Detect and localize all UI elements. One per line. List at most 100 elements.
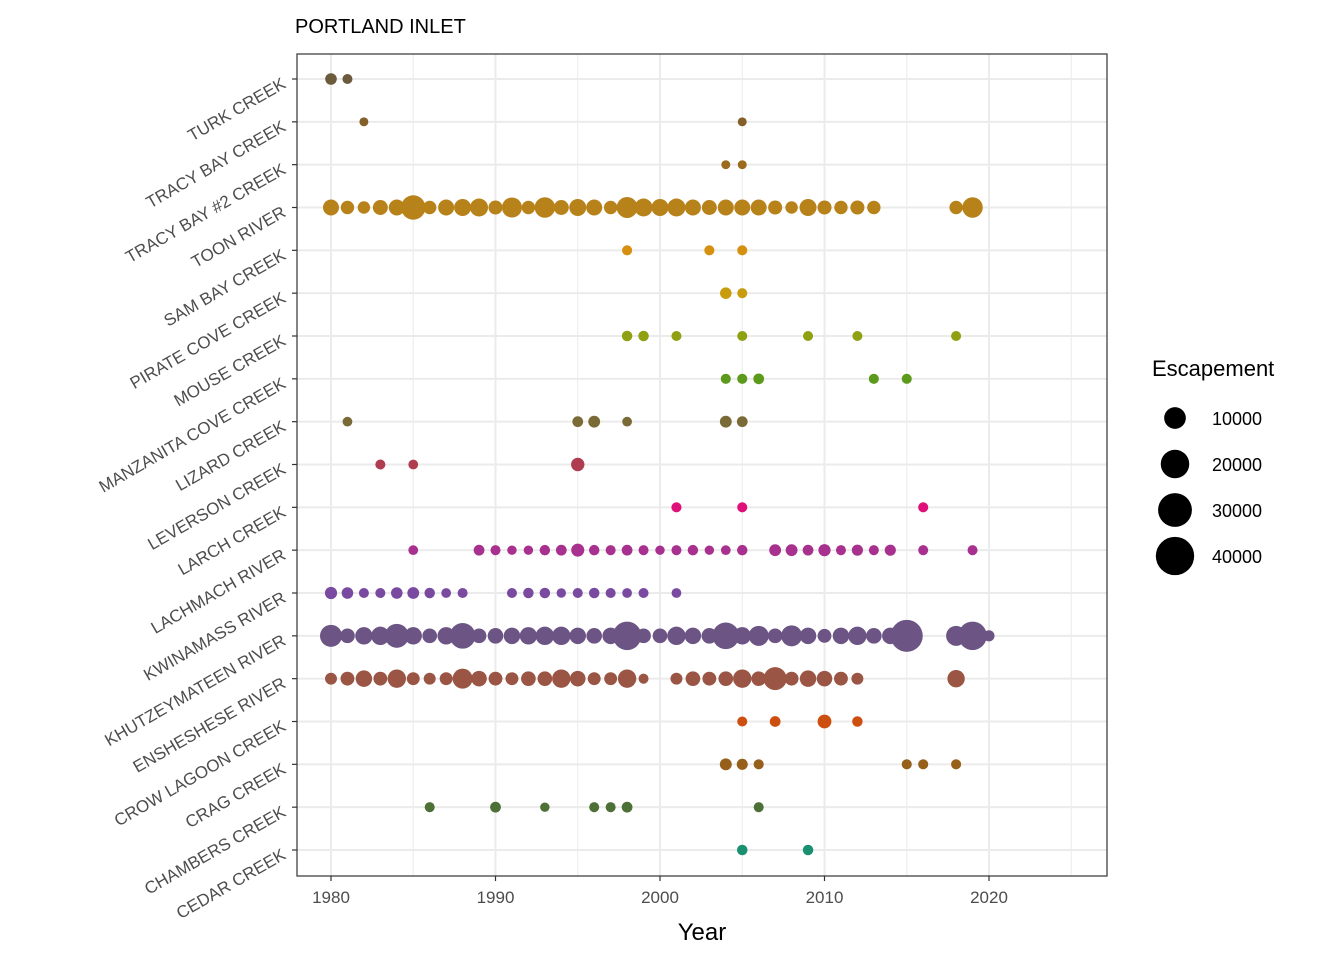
data-point [951, 759, 962, 770]
data-point [750, 199, 767, 216]
data-point [671, 545, 682, 556]
data-point [422, 628, 438, 644]
data-point [687, 544, 699, 556]
data-point [449, 622, 476, 649]
data-point [803, 330, 814, 342]
data-point [763, 667, 787, 691]
series-lizard-creek [342, 415, 748, 428]
data-point [490, 801, 501, 813]
data-point [634, 198, 653, 217]
x-axis: 1980 1990 2000 2010 2020 [312, 876, 1008, 907]
data-point [441, 588, 452, 598]
data-point [372, 200, 388, 215]
data-point [638, 673, 649, 684]
data-point [319, 624, 343, 647]
data-point [850, 200, 865, 215]
x-tick-label: 2010 [806, 888, 844, 907]
data-point [572, 416, 584, 428]
data-point [767, 628, 783, 644]
data-point [471, 628, 487, 644]
data-point [612, 621, 642, 651]
data-point [340, 628, 355, 644]
data-point [737, 716, 748, 727]
data-point [341, 587, 354, 599]
data-point [617, 669, 637, 688]
series-pirate-cove-creek [720, 287, 748, 299]
data-point [951, 330, 962, 342]
data-point [834, 200, 848, 215]
data-point [737, 330, 748, 342]
data-point [375, 459, 386, 470]
data-point [424, 802, 435, 813]
data-point [470, 198, 489, 217]
series-kwinamass-river [324, 586, 682, 600]
data-point [534, 197, 556, 218]
data-point [391, 587, 403, 599]
data-point [452, 668, 473, 689]
data-point [901, 759, 912, 770]
data-point [868, 373, 879, 384]
data-point [652, 628, 668, 644]
data-point [552, 669, 571, 688]
data-point [359, 117, 369, 127]
data-point [503, 627, 521, 645]
series-khutzeymateen-river [319, 619, 995, 652]
data-point [671, 588, 682, 598]
series-crag-creek [719, 758, 962, 771]
data-point [587, 672, 601, 686]
data-point [799, 198, 817, 217]
data-point [852, 330, 863, 342]
data-point [667, 626, 686, 646]
data-point [638, 587, 649, 599]
data-point [408, 545, 419, 556]
data-point [867, 200, 881, 215]
data-point [868, 545, 879, 556]
data-point [488, 200, 503, 215]
data-point [901, 373, 912, 384]
data-point [733, 627, 751, 645]
data-point [781, 625, 803, 647]
data-point [523, 545, 534, 555]
data-point [622, 588, 632, 598]
data-point [671, 502, 682, 513]
data-point [616, 197, 638, 218]
data-point [569, 670, 586, 687]
data-point [521, 200, 536, 215]
data-point [457, 587, 468, 599]
data-point [355, 670, 373, 687]
data-point [357, 201, 371, 214]
data-point [720, 373, 731, 384]
data-point [424, 587, 435, 599]
series-mouse-creek [621, 330, 962, 342]
data-point [852, 716, 863, 727]
data-point [918, 759, 929, 770]
x-tick-label: 1980 [312, 888, 350, 907]
data-point [569, 627, 586, 645]
data-point [401, 195, 426, 220]
data-point [621, 330, 633, 342]
data-point [437, 627, 455, 645]
data-point [670, 672, 683, 685]
data-point [958, 621, 987, 651]
data-point [671, 330, 682, 342]
data-point [340, 671, 355, 686]
data-point [621, 544, 633, 556]
legend-size-key [1160, 449, 1190, 479]
data-point [737, 160, 747, 170]
data-point [521, 671, 536, 686]
data-point [322, 199, 340, 216]
data-point [488, 671, 503, 686]
y-tick-label: SAM BAY CREEK [161, 245, 290, 330]
data-point [325, 672, 337, 685]
data-point [408, 459, 419, 470]
data-point [636, 628, 651, 644]
data-point [621, 801, 633, 813]
data-point [571, 543, 585, 557]
data-point [507, 545, 517, 555]
data-point [918, 502, 929, 513]
data-point [588, 544, 600, 556]
data-point [439, 672, 453, 686]
data-point [388, 199, 405, 216]
data-point [406, 672, 420, 686]
data-point [603, 200, 618, 215]
